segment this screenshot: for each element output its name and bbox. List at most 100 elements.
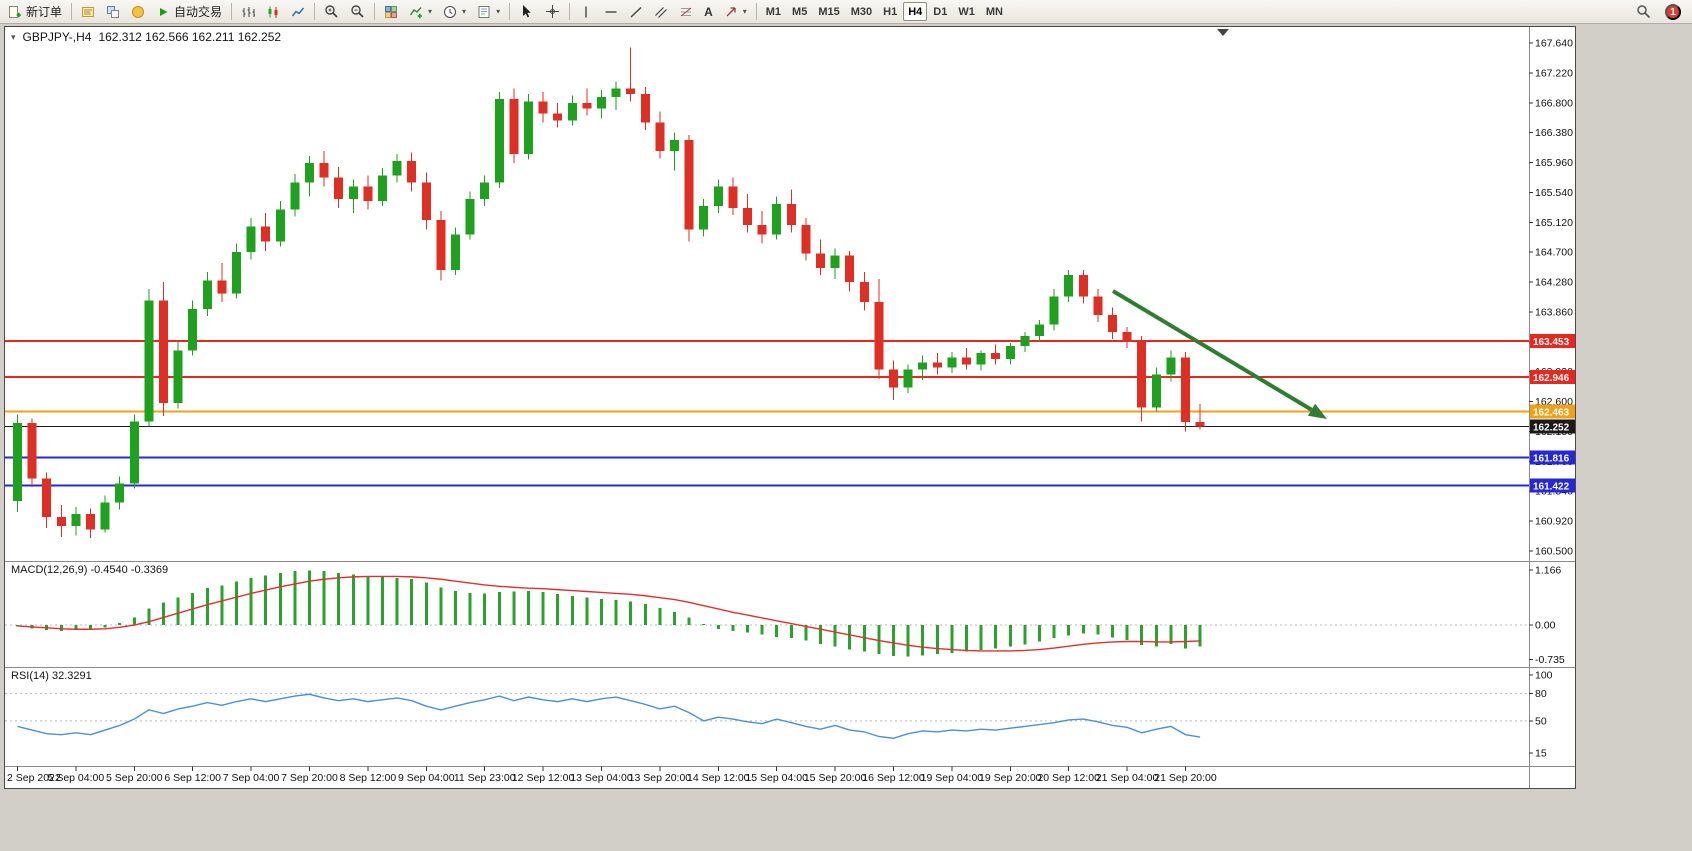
time-axis-label: 14 Sep 12:00	[687, 772, 750, 784]
zoom-in-icon	[324, 4, 339, 19]
bars-chart-button[interactable]	[236, 1, 260, 22]
candle-body	[1035, 324, 1044, 337]
candle-body	[903, 369, 913, 388]
candle-body	[1078, 274, 1088, 297]
trend-arrow-line[interactable]	[1111, 289, 1313, 412]
timeframe-button-h4[interactable]: H4	[903, 2, 928, 21]
timeframe-button-d1[interactable]: D1	[928, 2, 952, 21]
layouts-button[interactable]	[101, 1, 125, 22]
candle-body	[305, 163, 314, 183]
candle-body	[86, 514, 95, 530]
candlestick-chart-icon	[266, 5, 280, 19]
horizontal-line-button[interactable]	[599, 1, 623, 22]
macd-histogram-bar	[629, 601, 633, 625]
auto-trading-icon	[156, 5, 170, 19]
macd-histogram-bar	[979, 625, 983, 651]
macd-histogram-bar	[746, 625, 749, 633]
bars-chart-icon	[241, 5, 256, 19]
macd-histogram-bar	[1023, 625, 1027, 645]
candle-body	[334, 177, 344, 199]
toolbar-separator	[314, 3, 316, 20]
candle-body	[670, 139, 679, 152]
macd-histogram-bar	[235, 581, 238, 625]
timeframe-button-h1[interactable]: H1	[878, 2, 902, 21]
timeframe-button-m5[interactable]: M5	[787, 2, 812, 21]
macd-histogram-bar	[176, 597, 180, 625]
macd-histogram-bar	[965, 625, 968, 652]
macd-histogram-bar	[147, 608, 151, 625]
candlestick-chart-button[interactable]	[261, 1, 285, 22]
timeframe-button-m15[interactable]: M15	[813, 2, 844, 21]
macd-histogram-bar	[483, 593, 487, 625]
zoom-out-button[interactable]	[345, 1, 370, 22]
price-tick-label: 164.700	[1535, 247, 1573, 259]
candle-body	[874, 301, 884, 370]
trendline-button[interactable]	[624, 1, 648, 22]
search-button[interactable]	[1631, 1, 1656, 22]
auto-trading-button[interactable]: 自动交易	[151, 1, 227, 22]
candle-body	[144, 300, 154, 422]
time-axis-label: 15 Sep 04:00	[745, 772, 808, 784]
macd-histogram-bar	[454, 591, 457, 625]
channel-button[interactable]	[649, 1, 673, 22]
candle-body	[1181, 357, 1190, 423]
macd-histogram-bar	[337, 573, 341, 625]
candle-body	[159, 300, 168, 404]
timeframe-button-m30[interactable]: M30	[846, 2, 877, 21]
arrows-button[interactable]: ▾	[719, 1, 752, 22]
macd-histogram-bar	[673, 611, 676, 625]
macd-histogram-bar	[16, 625, 19, 627]
price-tick-label: 167.220	[1535, 67, 1573, 79]
timeframe-button-m1[interactable]: M1	[761, 2, 786, 21]
candle-body	[830, 255, 840, 268]
auto-trading-label: 自动交易	[174, 5, 223, 19]
periods-button[interactable]: ▾	[438, 1, 471, 22]
crosshair-button[interactable]	[540, 1, 565, 22]
new-order-button[interactable]: 新订单	[3, 1, 67, 22]
time-axis-label: 8 Sep 12:00	[340, 772, 397, 784]
candle-body	[757, 225, 767, 235]
candle-body	[845, 255, 855, 283]
community-button[interactable]	[126, 1, 150, 22]
macd-histogram-bar	[497, 591, 501, 625]
search-icon	[1636, 4, 1651, 19]
one-click-trading-toggle[interactable]: ▾	[11, 31, 16, 42]
metaeditor-icon	[81, 5, 95, 19]
cursor-button[interactable]	[514, 1, 539, 22]
trend-arrow-head[interactable]	[1307, 403, 1327, 419]
indicators-button[interactable]: ▾	[404, 1, 437, 22]
candle-body	[509, 99, 519, 154]
tile-windows-button[interactable]	[379, 1, 403, 22]
metaeditor-button[interactable]	[76, 1, 100, 22]
macd-histogram-bar	[1096, 625, 1100, 635]
macd-histogram-bar	[308, 570, 311, 625]
vertical-line-icon	[579, 5, 593, 19]
templates-button[interactable]: ▾	[472, 1, 505, 22]
chart-canvas[interactable]: 167.640 167.220 166.800 166.380 165.960 165.5…	[5, 27, 1575, 788]
chart-shift-marker[interactable]	[1217, 29, 1229, 36]
tile-windows-icon	[384, 5, 398, 19]
rsi-scale-label: 100	[1535, 670, 1553, 682]
line-chart-button[interactable]	[286, 1, 310, 22]
text-tool-icon: A	[704, 4, 713, 19]
macd-histogram-bar	[293, 571, 297, 625]
chart-symbol-period: GBPJPY-,H4	[22, 30, 92, 44]
channel-icon	[654, 5, 668, 19]
rsi-line	[17, 693, 1201, 740]
price-tick-label: 160.500	[1535, 546, 1573, 558]
text-button[interactable]: A	[699, 1, 718, 22]
zoom-in-button[interactable]	[319, 1, 344, 22]
fibonacci-button[interactable]	[674, 1, 698, 22]
candle-body	[261, 226, 271, 242]
vertical-line-button[interactable]	[574, 1, 598, 22]
macd-histogram-bar	[614, 599, 618, 625]
notifications-button[interactable]: 1	[1665, 3, 1681, 20]
new-order-icon	[8, 5, 22, 19]
time-axis-label: 16 Sep 12:00	[862, 772, 925, 784]
candle-body	[1005, 346, 1015, 359]
candle-body	[436, 220, 446, 270]
time-axis-label: 15 Sep 20:00	[804, 772, 867, 784]
timeframe-button-w1[interactable]: W1	[953, 2, 980, 21]
timeframe-button-mn[interactable]: MN	[981, 2, 1008, 21]
